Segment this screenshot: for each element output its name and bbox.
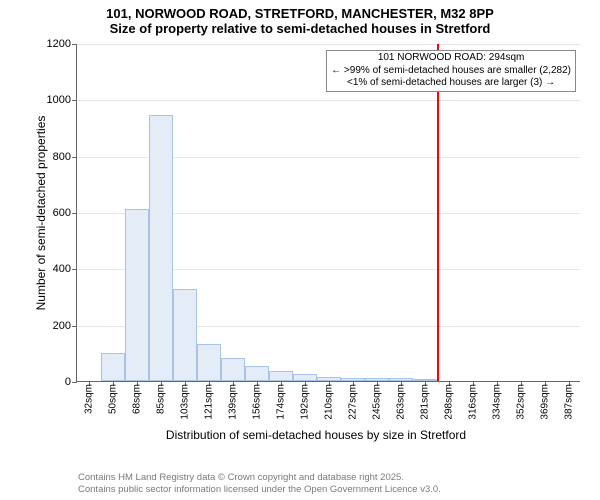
footer-line1: Contains HM Land Registry data © Crown c… bbox=[78, 472, 441, 484]
footer-line2: Contains public sector information licen… bbox=[78, 484, 441, 496]
x-axis-label: Distribution of semi-detached houses by … bbox=[166, 428, 466, 442]
xtick-label: 103sqm bbox=[180, 384, 191, 420]
ytick-label: 800 bbox=[53, 151, 71, 163]
ytick-mark bbox=[72, 157, 77, 158]
xtick-label: 263sqm bbox=[396, 384, 407, 420]
xtick-label: 121sqm bbox=[204, 384, 215, 420]
xtick-label: 352sqm bbox=[516, 384, 527, 420]
ytick-mark bbox=[72, 326, 77, 327]
ytick-mark bbox=[72, 269, 77, 270]
histogram-bar bbox=[221, 358, 245, 381]
ytick-mark bbox=[72, 382, 77, 383]
xtick-label: 174sqm bbox=[276, 384, 287, 420]
ytick-label: 400 bbox=[53, 263, 71, 275]
histogram-bar bbox=[269, 371, 293, 381]
annotation-box: 101 NORWOOD ROAD: 294sqm ← >99% of semi-… bbox=[326, 50, 576, 92]
ytick-label: 200 bbox=[53, 320, 71, 332]
xtick-label: 139sqm bbox=[228, 384, 239, 420]
xtick-label: 85sqm bbox=[156, 384, 167, 414]
xtick-label: 369sqm bbox=[540, 384, 551, 420]
gridline bbox=[77, 100, 580, 101]
chart-container: Number of semi-detached properties 02004… bbox=[46, 44, 586, 414]
ytick-mark bbox=[72, 213, 77, 214]
footer-attribution: Contains HM Land Registry data © Crown c… bbox=[78, 472, 441, 496]
histogram-bar bbox=[293, 374, 317, 381]
xtick-label: 316sqm bbox=[468, 384, 479, 420]
histogram-bar bbox=[125, 209, 149, 381]
xtick-label: 156sqm bbox=[252, 384, 263, 420]
annotation-line2: ← >99% of semi-detached houses are small… bbox=[331, 65, 571, 78]
title-line1: 101, NORWOOD ROAD, STRETFORD, MANCHESTER… bbox=[0, 6, 600, 21]
xtick-label: 227sqm bbox=[348, 384, 359, 420]
xtick-label: 50sqm bbox=[108, 384, 119, 414]
xtick-label: 210sqm bbox=[324, 384, 335, 420]
y-axis-label: Number of semi-detached properties bbox=[34, 115, 48, 310]
ytick-label: 1200 bbox=[47, 38, 71, 50]
ytick-mark bbox=[72, 44, 77, 45]
annotation-line3: <1% of semi-detached houses are larger (… bbox=[331, 77, 571, 90]
xtick-label: 298sqm bbox=[444, 384, 455, 420]
histogram-bar bbox=[173, 289, 197, 381]
histogram-bar bbox=[101, 353, 125, 381]
ytick-label: 600 bbox=[53, 207, 71, 219]
ytick-label: 1000 bbox=[47, 94, 71, 106]
xtick-label: 334sqm bbox=[492, 384, 503, 420]
xtick-label: 387sqm bbox=[564, 384, 575, 420]
plot-area: Number of semi-detached properties 02004… bbox=[76, 44, 580, 382]
ytick-label: 0 bbox=[65, 376, 71, 388]
xtick-label: 68sqm bbox=[132, 384, 143, 414]
xtick-label: 192sqm bbox=[300, 384, 311, 420]
chart-title-block: 101, NORWOOD ROAD, STRETFORD, MANCHESTER… bbox=[0, 0, 600, 36]
title-line2: Size of property relative to semi-detach… bbox=[0, 21, 600, 36]
ytick-mark bbox=[72, 100, 77, 101]
xtick-label: 32sqm bbox=[84, 384, 95, 414]
annotation-line1: 101 NORWOOD ROAD: 294sqm bbox=[331, 52, 571, 65]
reference-line bbox=[437, 44, 439, 381]
gridline bbox=[77, 44, 580, 45]
histogram-bar bbox=[245, 366, 269, 381]
histogram-bar bbox=[197, 344, 221, 381]
xtick-label: 245sqm bbox=[372, 384, 383, 420]
histogram-bar bbox=[149, 115, 173, 381]
xtick-label: 281sqm bbox=[420, 384, 431, 420]
